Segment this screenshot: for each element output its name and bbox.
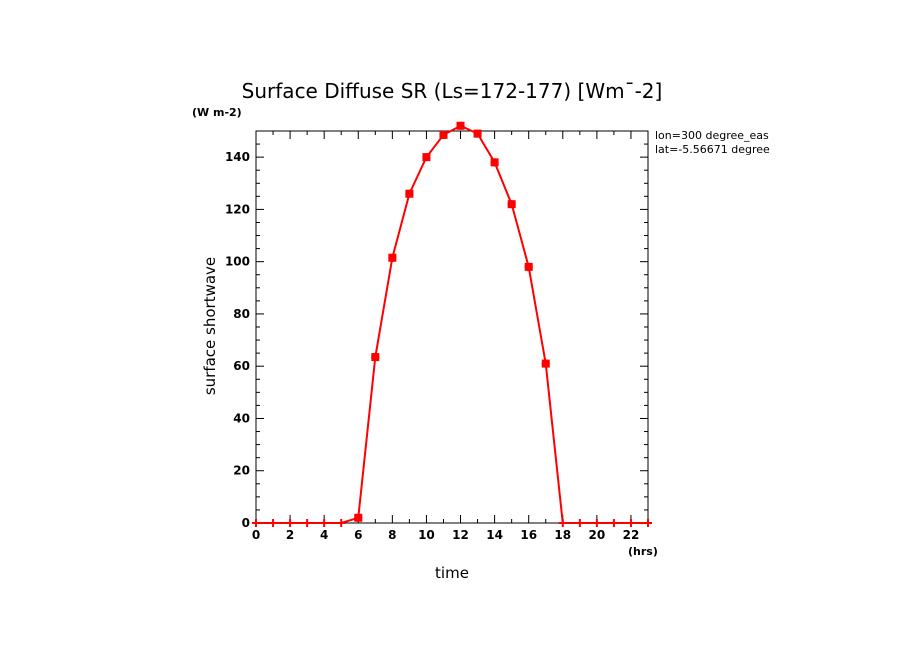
- data-point: [269, 519, 278, 527]
- data-point: [252, 519, 260, 527]
- x-tick-label: 4: [320, 528, 328, 542]
- data-point: [541, 359, 550, 368]
- data-point: [490, 158, 499, 167]
- data-point: [592, 519, 601, 527]
- data-point: [473, 129, 482, 138]
- y-tick-label: 140: [225, 150, 250, 164]
- data-point: [286, 519, 295, 527]
- y-tick-label: 80: [233, 307, 250, 321]
- latitude-annotation: lat=-5.56671 degree: [655, 143, 770, 156]
- data-point: [354, 513, 363, 522]
- data-point: [320, 519, 329, 527]
- x-tick-label: 14: [486, 528, 503, 542]
- y-tick-label: 120: [225, 202, 250, 216]
- x-tick-label: 18: [554, 528, 571, 542]
- plot-frame: [255, 130, 649, 524]
- x-tick-label: 2: [286, 528, 294, 542]
- data-point: [337, 519, 346, 527]
- data-point: [644, 519, 652, 527]
- x-tick-label: 12: [452, 528, 469, 542]
- x-tick-label: 8: [388, 528, 396, 542]
- x-tick-label: 6: [354, 528, 362, 542]
- y-tick-label: 40: [233, 411, 250, 425]
- axis-ticks: 0 2 4 6 8 10 12 14 16 18 20 22 0 20 40 60 80 100 120 140: [225, 131, 649, 542]
- data-point: [405, 189, 414, 198]
- data-point: [456, 121, 465, 130]
- data-point: [439, 130, 448, 139]
- data-point: [626, 519, 635, 527]
- data-point: [558, 519, 567, 527]
- y-units-label: (W m-2): [192, 106, 242, 119]
- x-tick-label: 22: [623, 528, 640, 542]
- data-point: [371, 353, 380, 362]
- y-tick-label: 60: [233, 359, 250, 373]
- data-point: [303, 519, 312, 527]
- x-tick-label: 16: [520, 528, 537, 542]
- x-tick-label: 0: [252, 528, 260, 542]
- y-tick-label: 100: [225, 255, 250, 269]
- data-point: [507, 200, 516, 209]
- data-point: [422, 153, 431, 162]
- y-tick-label: 20: [233, 464, 250, 478]
- data-point: [524, 262, 533, 271]
- series-line: [256, 124, 648, 524]
- longitude-annotation: lon=300 degree_eas: [655, 129, 769, 142]
- y-tick-label: 0: [242, 516, 250, 530]
- data-point: [388, 253, 397, 262]
- data-point: [575, 519, 584, 527]
- y-axis-title: surface shortwave: [201, 257, 219, 395]
- x-tick-label: 20: [589, 528, 606, 542]
- x-units-label: (hrs): [628, 545, 658, 558]
- x-axis-title: time: [435, 564, 469, 582]
- data-point: [609, 519, 618, 527]
- chart-title: Surface Diffuse SR (Ls=172-177) [Wm¯-2]: [242, 79, 663, 103]
- x-tick-label: 10: [418, 528, 435, 542]
- series-layer: [252, 121, 652, 527]
